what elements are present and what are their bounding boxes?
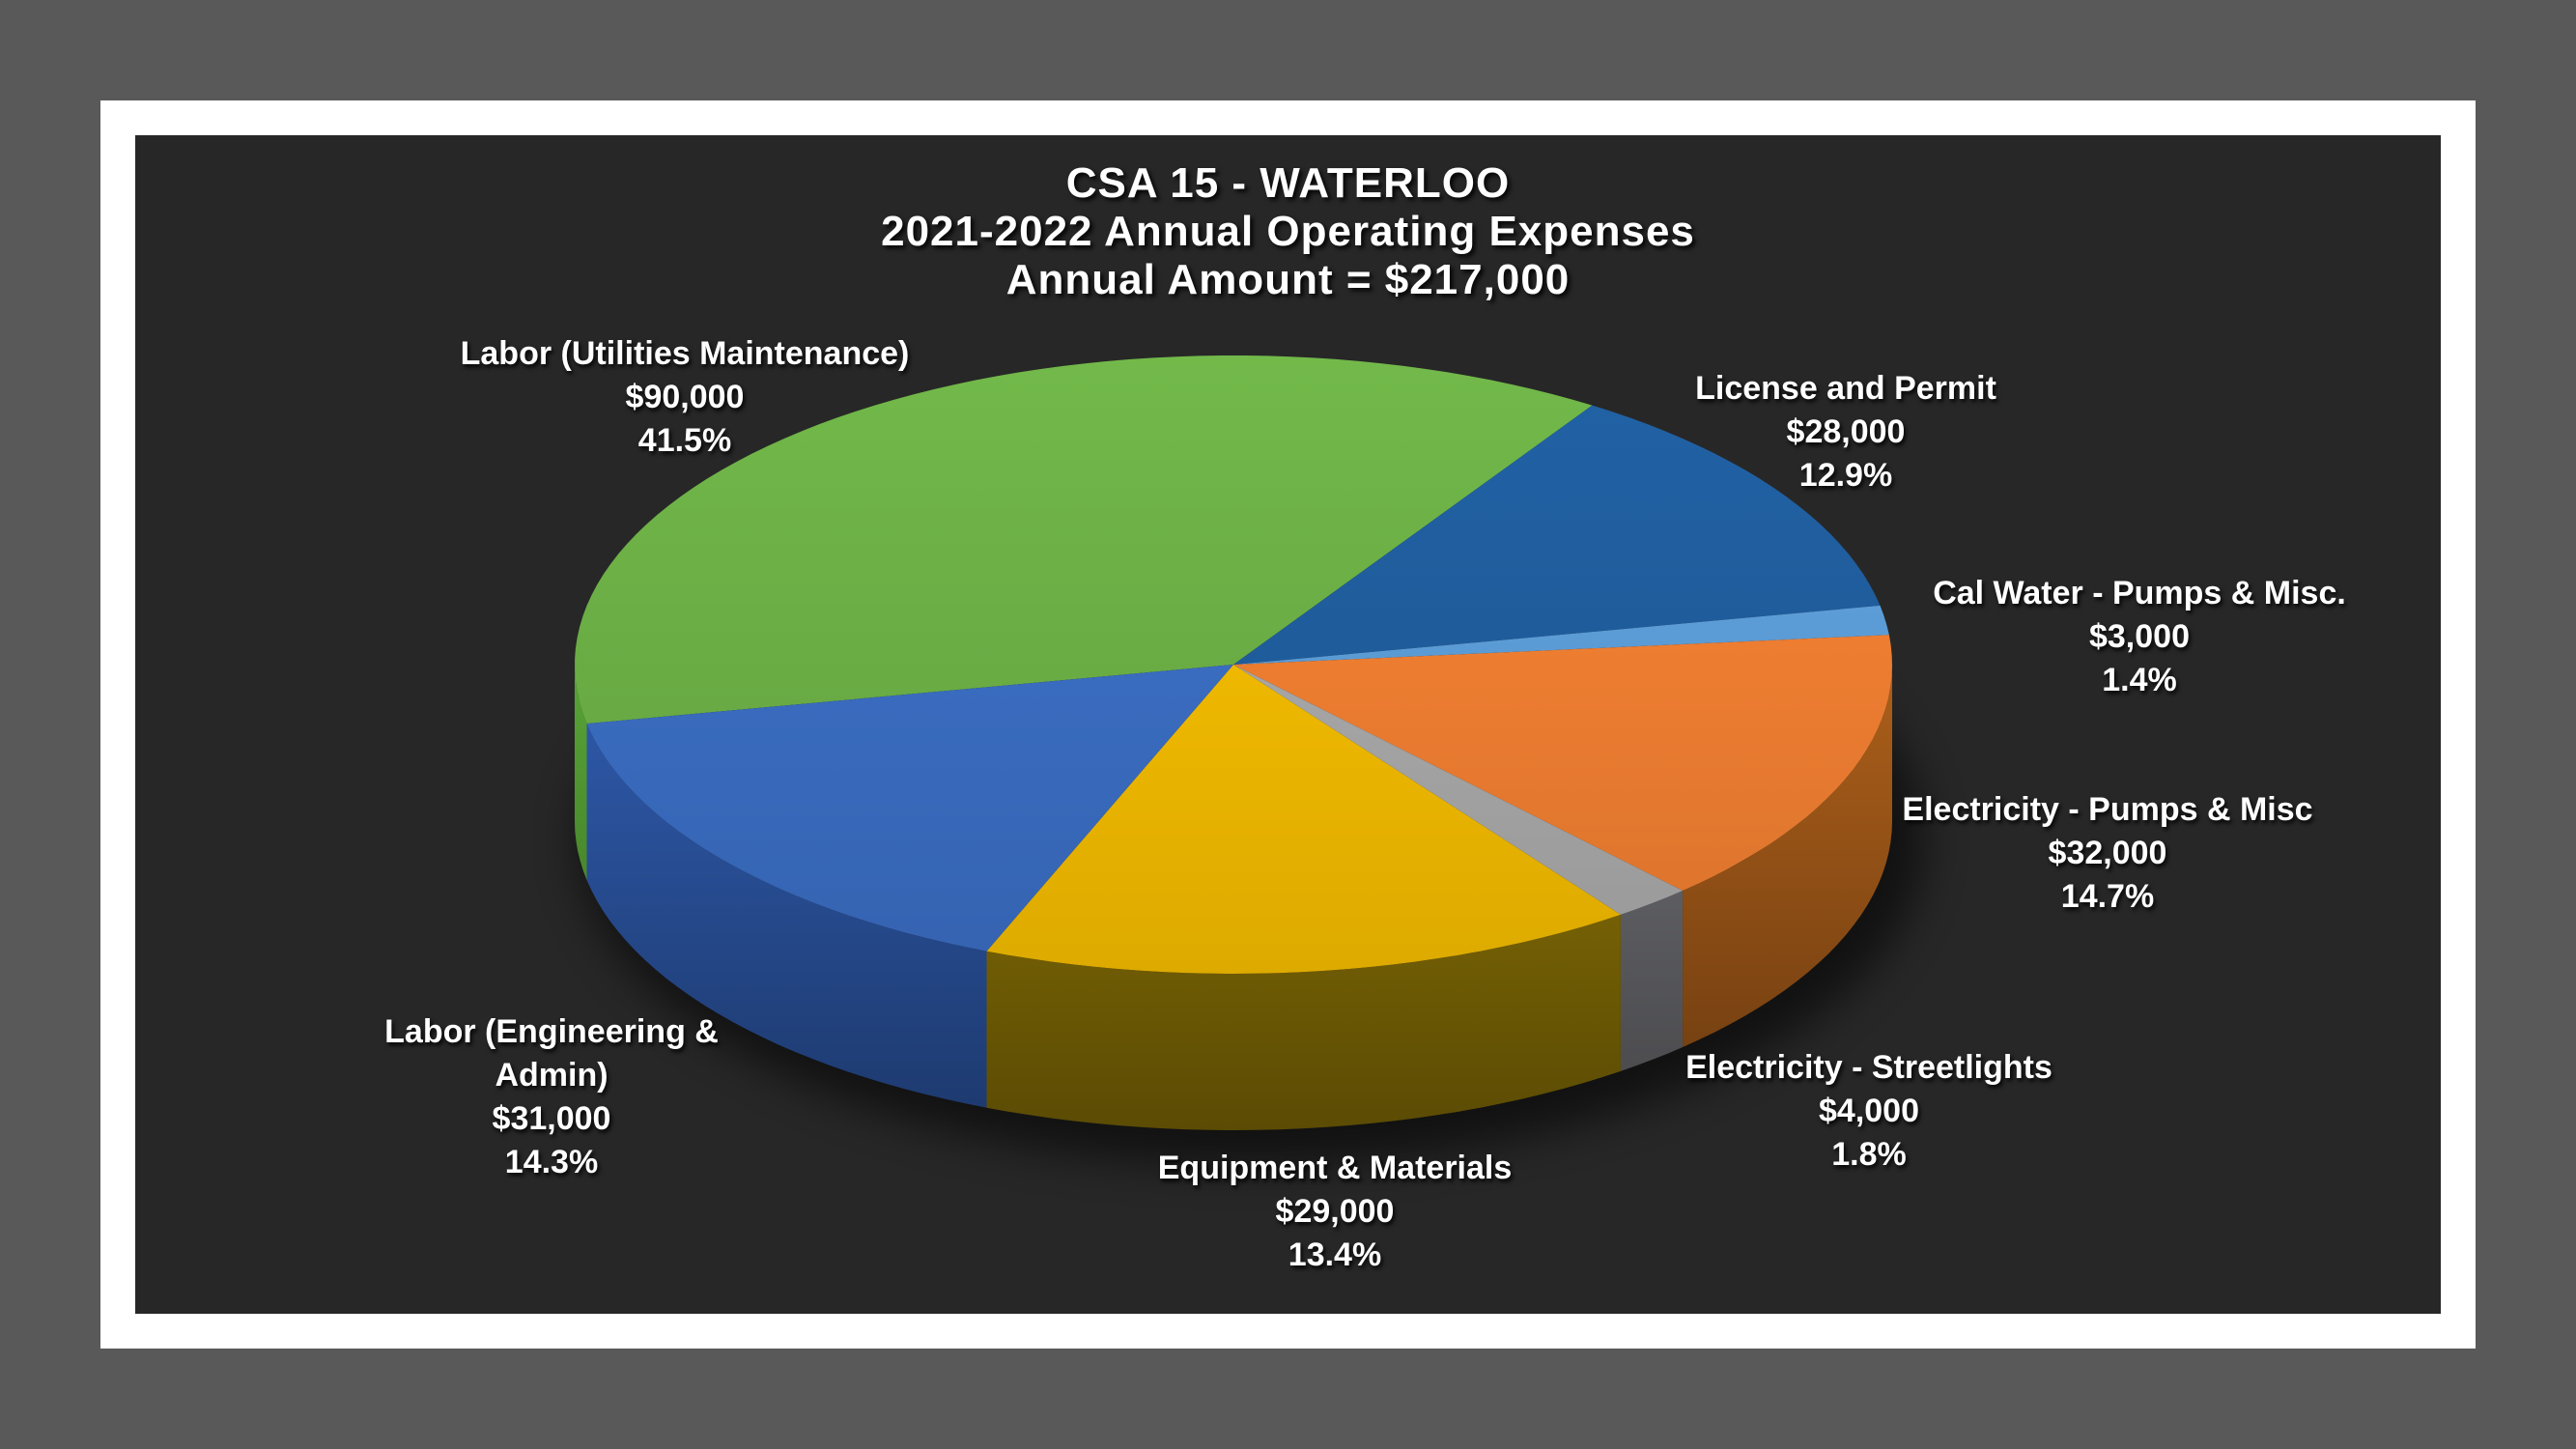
pie-slice-side-labor-engineering-admin[interactable] <box>586 724 987 1108</box>
slice-label-license-and-permit: License and Permit $28,000 12.9% <box>1695 367 1996 497</box>
slice-label-text: License and Permit <box>1695 370 1996 407</box>
slice-label-labor-utilities-maintenance: Labor (Utilities Maintenance) $90,000 41… <box>461 332 910 463</box>
pie-slice-electricity-pumps-misc[interactable] <box>1233 635 1892 891</box>
pie-chart-canvas <box>575 355 1924 1164</box>
slice-label-amount: $31,000 <box>492 1100 611 1137</box>
chart-area: CSA 15 - WATERLOO 2021-2022 Annual Opera… <box>135 135 2441 1314</box>
chart-frame: CSA 15 - WATERLOO 2021-2022 Annual Opera… <box>100 100 2476 1349</box>
slice-label-text: Labor (Utilities Maintenance) <box>460 335 910 372</box>
pie-slice-labor-engineering-admin[interactable] <box>586 665 1234 952</box>
chart-title-line1: CSA 15 - WATERLOO <box>1065 159 1511 207</box>
slice-label-amount: $28,000 <box>1786 413 1906 450</box>
slice-label-text: Electricity - Pumps & Misc <box>1902 791 2313 828</box>
slice-label-pct: 1.4% <box>2102 662 2177 698</box>
chart-title-line3: Annual Amount = $217,000 <box>1005 256 1571 303</box>
slice-label-pct: 1.8% <box>1831 1136 1907 1173</box>
pie-slice-electricity-streetlights[interactable] <box>1233 665 1684 915</box>
slice-label-amount: $4,000 <box>1819 1093 1919 1129</box>
slice-label-amount: $29,000 <box>1275 1193 1395 1230</box>
pie-slice-side-equipment-materials[interactable] <box>986 914 1621 1130</box>
slice-label-amount: $3,000 <box>2088 618 2190 655</box>
pie-slice-labor-utilities-maintenance[interactable] <box>575 355 1593 724</box>
slice-label-pct: 14.7% <box>2060 878 2155 915</box>
slice-label-cal-water-pumps-misc: Cal Water - Pumps & Misc. $3,000 1.4% <box>1933 572 2346 702</box>
pie-slice-equipment-materials[interactable] <box>986 665 1621 974</box>
chart-title-line2: 2021-2022 Annual Operating Expenses <box>881 208 1695 255</box>
pie-slice-side-labor-utilities-maintenance[interactable] <box>575 665 587 881</box>
pie-slice-license-and-permit[interactable] <box>1233 405 1881 665</box>
slice-label-text: Cal Water - Pumps & Misc. <box>1933 575 2346 611</box>
slice-label-electricity-streetlights: Electricity - Streetlights $4,000 1.8% <box>1685 1046 2052 1177</box>
slice-label-labor-engineering-admin: Labor (Engineering & Admin) $31,000 14.3… <box>344 1010 759 1184</box>
slice-label-pct: 14.3% <box>504 1144 599 1180</box>
slice-label-text: Labor (Engineering & Admin) <box>384 1013 719 1094</box>
slice-label-amount: $32,000 <box>2048 835 2167 871</box>
slice-label-text: Equipment & Materials <box>1157 1150 1513 1186</box>
chart-title: CSA 15 - WATERLOO 2021-2022 Annual Opera… <box>135 159 2441 304</box>
pie-slice-cal-water-pumps-misc[interactable] <box>1233 605 1889 665</box>
pie-slice-side-electricity-pumps-misc[interactable] <box>1683 665 1892 1047</box>
slice-label-electricity-pumps-misc: Electricity - Pumps & Misc $32,000 14.7% <box>1900 788 2315 919</box>
slice-label-pct: 12.9% <box>1798 457 1893 494</box>
slice-label-amount: $90,000 <box>625 379 745 415</box>
slice-label-equipment-materials: Equipment & Materials $29,000 13.4% <box>1158 1147 1513 1277</box>
slice-label-pct: 41.5% <box>637 422 732 459</box>
slice-label-pct: 13.4% <box>1288 1236 1382 1273</box>
slice-label-text: Electricity - Streetlights <box>1685 1049 2052 1086</box>
pie-slice-side-electricity-streetlights[interactable] <box>1620 891 1684 1071</box>
